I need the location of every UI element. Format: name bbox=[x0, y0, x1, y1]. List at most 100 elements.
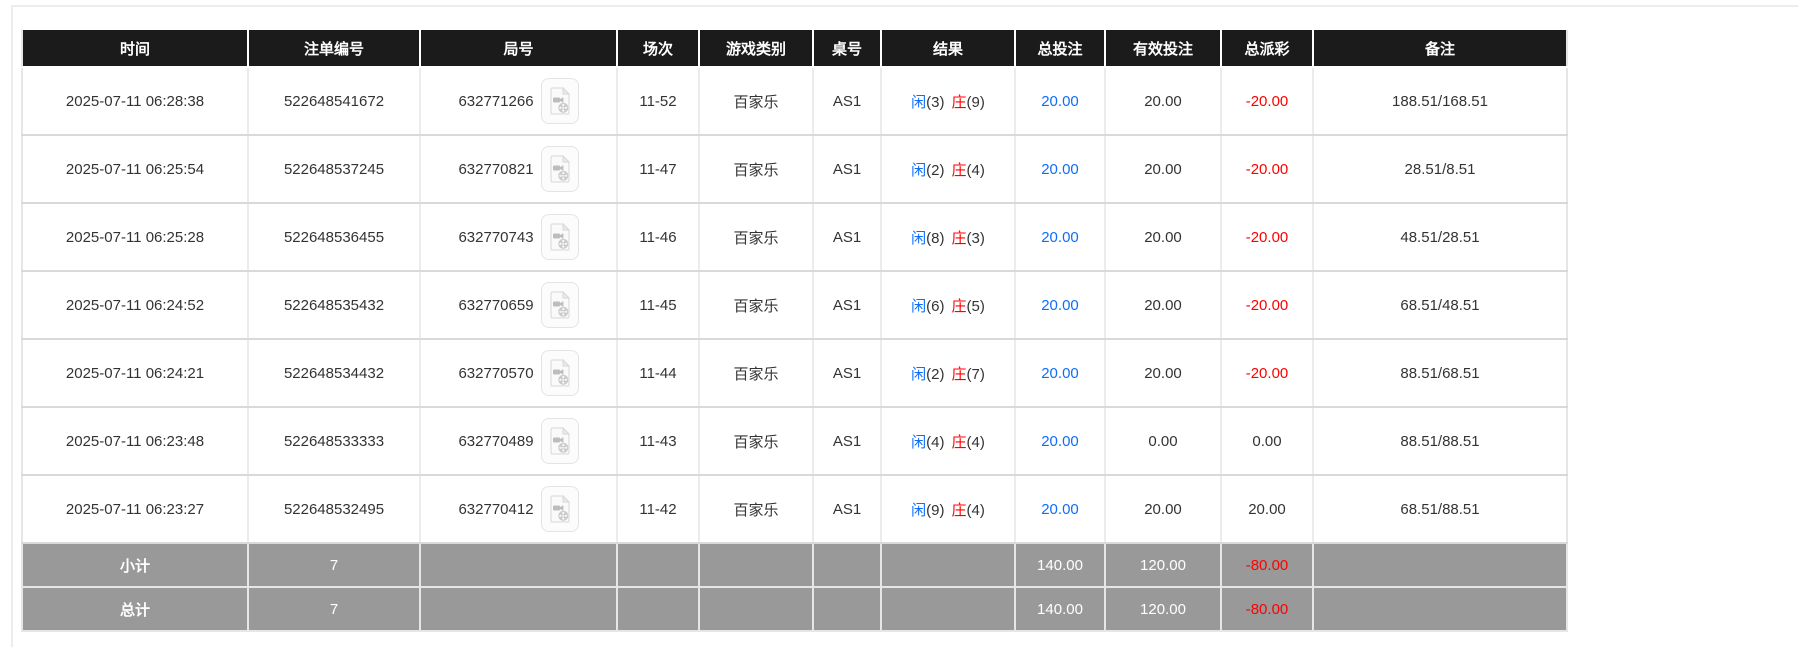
result-banker-points: (9) bbox=[966, 93, 985, 111]
table-header-row: 时间 注单编号 局号 场次 游戏类别 桌号 结果 总投注 有效投注 总派彩 备注 bbox=[22, 30, 1567, 68]
cell-time: 2025-07-11 06:23:48 bbox=[22, 407, 249, 476]
column-header-session: 场次 bbox=[617, 30, 700, 68]
cell-bet-id: 522648541672 bbox=[248, 67, 421, 136]
cell-session: 11-44 bbox=[617, 339, 700, 408]
result-player-points: (4) bbox=[926, 433, 945, 451]
cell-time: 2025-07-11 06:25:54 bbox=[22, 135, 249, 204]
result-player-points: (6) bbox=[926, 297, 945, 315]
cell-result: 闲(3) 庄(9) bbox=[881, 67, 1016, 136]
subtotal-row-empty-round bbox=[420, 543, 618, 588]
top-divider bbox=[12, 5, 1798, 7]
result-banker-label: 庄 bbox=[951, 433, 967, 451]
total-row-valid-bet: 120.00 bbox=[1105, 587, 1222, 632]
column-header-game: 游戏类别 bbox=[699, 30, 814, 68]
left-divider bbox=[11, 5, 13, 647]
table-row: 2025-07-11 06:24:21 522648534432 632770570… bbox=[22, 339, 1567, 408]
video-replay-icon[interactable] bbox=[540, 78, 579, 124]
cell-time: 2025-07-11 06:24:21 bbox=[22, 339, 249, 408]
video-replay-icon[interactable] bbox=[540, 486, 579, 532]
subtotal-row-valid-bet: 120.00 bbox=[1105, 543, 1222, 588]
cell-valid-bet: 20.00 bbox=[1105, 475, 1222, 544]
cell-round: 632770743 bbox=[420, 203, 618, 272]
cell-remark: 88.51/68.51 bbox=[1313, 339, 1567, 408]
total-row-label: 总计 bbox=[22, 587, 249, 632]
total-row-empty-game bbox=[699, 587, 814, 632]
total-row-total-bet: 140.00 bbox=[1015, 587, 1106, 632]
subtotal-row: 小计 7 140.00 120.00 -80.00 bbox=[22, 543, 1567, 588]
video-replay-icon[interactable] bbox=[540, 282, 579, 328]
video-replay-icon[interactable] bbox=[540, 350, 579, 396]
cell-valid-bet: 0.00 bbox=[1105, 407, 1222, 476]
result-player-label: 闲 bbox=[911, 297, 927, 315]
total-bet-link[interactable]: 20.00 bbox=[1041, 92, 1079, 110]
cell-result: 闲(9) 庄(4) bbox=[881, 475, 1016, 544]
cell-payout: 20.00 bbox=[1221, 475, 1314, 544]
cell-session: 11-46 bbox=[617, 203, 700, 272]
cell-total-bet: 20.00 bbox=[1015, 203, 1106, 272]
cell-round: 632770659 bbox=[420, 271, 618, 340]
cell-round: 632770412 bbox=[420, 475, 618, 544]
cell-bet-id: 522648536455 bbox=[248, 203, 421, 272]
total-bet-link[interactable]: 20.00 bbox=[1041, 432, 1079, 450]
result-player-label: 闲 bbox=[911, 433, 927, 451]
total-bet-link[interactable]: 20.00 bbox=[1041, 296, 1079, 314]
result-banker-label: 庄 bbox=[951, 501, 967, 519]
cell-session: 11-43 bbox=[617, 407, 700, 476]
total-bet-link[interactable]: 20.00 bbox=[1041, 500, 1079, 518]
cell-table-no: AS1 bbox=[813, 271, 882, 340]
cell-bet-id: 522648535432 bbox=[248, 271, 421, 340]
subtotal-row-empty-table-no bbox=[813, 543, 882, 588]
result-banker-points: (5) bbox=[966, 297, 985, 315]
result-player-points: (2) bbox=[926, 161, 945, 179]
cell-remark: 68.51/88.51 bbox=[1313, 475, 1567, 544]
round-number: 632770570 bbox=[458, 364, 534, 382]
cell-table-no: AS1 bbox=[813, 135, 882, 204]
cell-payout: 0.00 bbox=[1221, 407, 1314, 476]
cell-result: 闲(2) 庄(4) bbox=[881, 135, 1016, 204]
cell-total-bet: 20.00 bbox=[1015, 67, 1106, 136]
result-banker-label: 庄 bbox=[951, 365, 967, 383]
cell-total-bet: 20.00 bbox=[1015, 475, 1106, 544]
result-banker-label: 庄 bbox=[951, 93, 967, 111]
table-row: 2025-07-11 06:23:27 522648532495 632770412… bbox=[22, 475, 1567, 544]
result-player-points: (9) bbox=[926, 501, 945, 519]
cell-valid-bet: 20.00 bbox=[1105, 135, 1222, 204]
cell-table-no: AS1 bbox=[813, 67, 882, 136]
cell-round: 632770489 bbox=[420, 407, 618, 476]
cell-bet-id: 522648533333 bbox=[248, 407, 421, 476]
cell-game-type: 百家乐 bbox=[699, 67, 814, 136]
cell-result: 闲(6) 庄(5) bbox=[881, 271, 1016, 340]
total-row: 总计 7 140.00 120.00 -80.00 bbox=[22, 587, 1567, 632]
cell-session: 11-45 bbox=[617, 271, 700, 340]
result-banker-label: 庄 bbox=[951, 229, 967, 247]
cell-game-type: 百家乐 bbox=[699, 407, 814, 476]
cell-total-bet: 20.00 bbox=[1015, 271, 1106, 340]
round-number: 632770659 bbox=[458, 296, 534, 314]
total-row-payout: -80.00 bbox=[1221, 587, 1314, 632]
cell-valid-bet: 20.00 bbox=[1105, 67, 1222, 136]
total-bet-link[interactable]: 20.00 bbox=[1041, 160, 1079, 178]
column-header-round: 局号 bbox=[420, 30, 618, 68]
subtotal-row-count: 7 bbox=[248, 543, 421, 588]
column-header-remark: 备注 bbox=[1313, 30, 1567, 68]
cell-table-no: AS1 bbox=[813, 475, 882, 544]
total-row-empty-remark bbox=[1313, 587, 1567, 632]
column-header-payout: 总派彩 bbox=[1221, 30, 1314, 68]
cell-game-type: 百家乐 bbox=[699, 475, 814, 544]
total-bet-link[interactable]: 20.00 bbox=[1041, 364, 1079, 382]
total-bet-link[interactable]: 20.00 bbox=[1041, 228, 1079, 246]
column-header-total-bet: 总投注 bbox=[1015, 30, 1106, 68]
table-row: 2025-07-11 06:24:52 522648535432 632770659… bbox=[22, 271, 1567, 340]
cell-result: 闲(2) 庄(7) bbox=[881, 339, 1016, 408]
result-banker-points: (4) bbox=[966, 161, 985, 179]
cell-payout: -20.00 bbox=[1221, 135, 1314, 204]
column-header-result: 结果 bbox=[881, 30, 1016, 68]
video-replay-icon[interactable] bbox=[540, 418, 579, 464]
video-replay-icon[interactable] bbox=[540, 214, 579, 260]
result-player-label: 闲 bbox=[911, 501, 927, 519]
result-player-label: 闲 bbox=[911, 365, 927, 383]
column-header-bet-id: 注单编号 bbox=[248, 30, 421, 68]
video-replay-icon[interactable] bbox=[540, 146, 579, 192]
result-banker-label: 庄 bbox=[951, 297, 967, 315]
cell-total-bet: 20.00 bbox=[1015, 339, 1106, 408]
